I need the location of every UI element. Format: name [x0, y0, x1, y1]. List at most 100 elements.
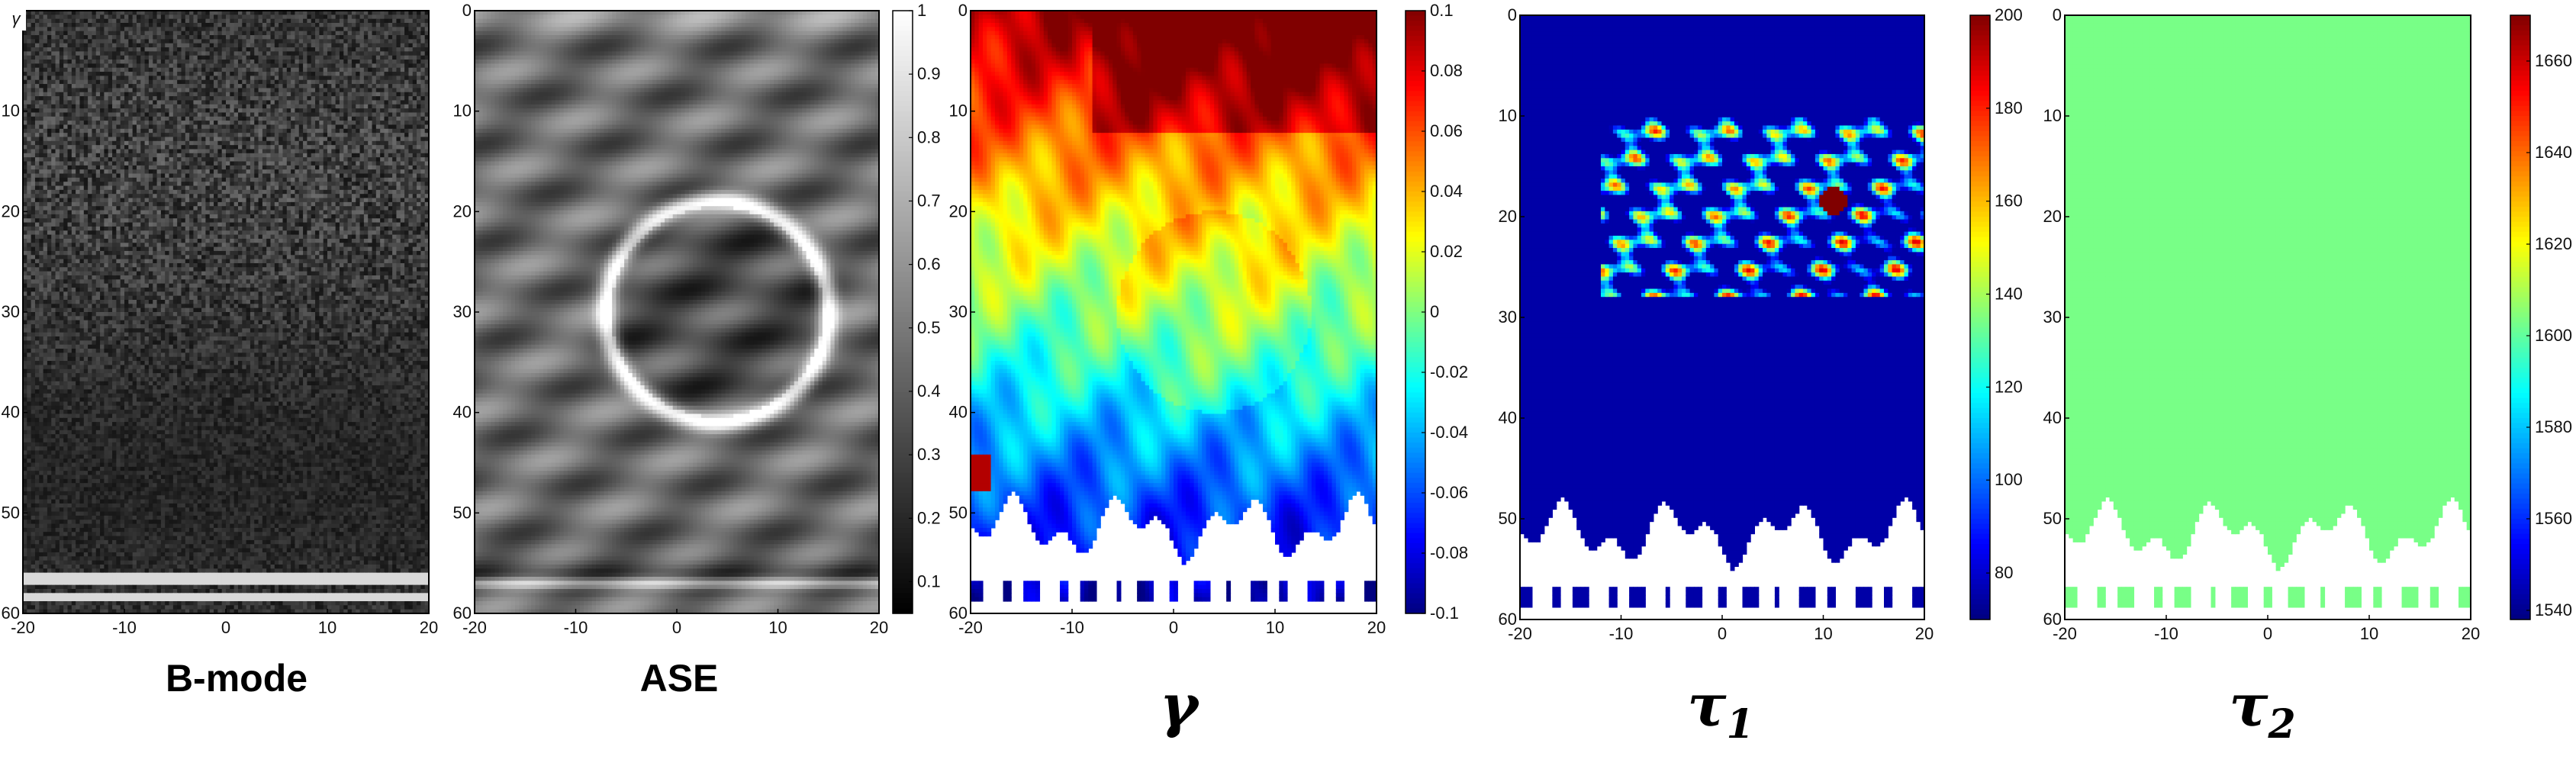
colorbar-tick-label: 0.5 — [917, 318, 941, 337]
y-tick-label: 40 — [1499, 408, 1517, 427]
y-tick-label: 10 — [1499, 106, 1517, 125]
title-tau2-subscript: 2 — [2268, 701, 2295, 748]
colorbar-tick-label: 0.8 — [917, 127, 941, 146]
y-tick-label: 60 — [453, 603, 472, 623]
y-tick-label: 20 — [2, 201, 20, 220]
heatmap-cells — [475, 11, 880, 614]
x-tick-label: 20 — [420, 618, 438, 637]
colorbar-tick-label: 1540 — [2535, 600, 2572, 619]
title-tau2-symbol: τ — [2229, 671, 2268, 739]
x-tick-label: 10 — [1814, 624, 1832, 643]
colorbar-tick-label: 0.9 — [917, 64, 941, 83]
colorbar: 0.1 0.2 0.3 0.4 0.5 0.6 0.7 0.8 0.9 1 — [893, 1, 941, 614]
title-ase: ASE — [488, 656, 870, 700]
y-tick-label: 10 — [2043, 106, 2062, 125]
title-tau1-subscript: 1 — [1726, 701, 1753, 748]
colorbar-tick-label: 0.08 — [1430, 61, 1463, 80]
colorbar-tick-label: 200 — [1995, 5, 2023, 24]
heatmap-cells — [2065, 15, 2471, 608]
y-tick-label: 20 — [949, 201, 968, 220]
y-tick-label: 0 — [1508, 5, 1517, 24]
x-tick-label: -10 — [1060, 618, 1084, 637]
y-tick-label: 10 — [949, 101, 968, 121]
y-tick-label: 0 — [958, 1, 968, 20]
y-tick-label: 0 — [462, 1, 472, 20]
y-tick-label: 10 — [453, 101, 472, 121]
colorbar-tick-label: -0.08 — [1430, 543, 1468, 562]
x-tick-label: -10 — [1609, 624, 1634, 643]
y-tick-label: 0 — [2053, 5, 2062, 24]
colorbar-tick-label: -0.06 — [1430, 483, 1468, 502]
title-gamma: γ — [977, 671, 1381, 739]
colorbar-tick-label: -0.04 — [1430, 423, 1468, 442]
colorbar-tick-label: 1580 — [2535, 417, 2572, 436]
y-tick-label: 20 — [2043, 207, 2062, 226]
title-tau1-symbol: τ — [1687, 671, 1726, 739]
colorbar-tick-label: 160 — [1995, 191, 2023, 211]
x-tick-label: 10 — [1266, 618, 1284, 637]
title-tau2: τ2 — [2060, 671, 2465, 748]
x-tick-label: 0 — [221, 618, 230, 637]
x-tick-label: 20 — [1367, 618, 1386, 637]
y-tick-label: 30 — [453, 302, 472, 321]
y-tick-label: 40 — [453, 403, 472, 422]
y-tick-label: 30 — [2, 302, 20, 321]
y-tick-label: 10 — [2, 101, 20, 121]
heatmap-cells — [971, 11, 1377, 602]
x-tick-label: 20 — [2462, 624, 2480, 643]
colorbar-tick-label: 0.2 — [917, 508, 941, 527]
y-tick-label: 50 — [2, 503, 20, 522]
colorbar-tick-label: 0.7 — [917, 191, 941, 210]
y-tick-label: 30 — [949, 302, 968, 321]
colorbar-tick-label: 0.6 — [917, 255, 941, 274]
colorbar-tick-label: 0.1 — [1430, 1, 1454, 20]
heatmap-cells — [1520, 15, 1925, 608]
x-tick-label: 0 — [1169, 618, 1178, 637]
colorbar-tick-label: -0.02 — [1430, 362, 1468, 381]
y-tick-label: 50 — [2043, 509, 2062, 528]
colorbar-tick-label: 1560 — [2535, 509, 2572, 528]
colorbar-tick-label: 180 — [1995, 98, 2023, 117]
colorbar-tick-label: 100 — [1995, 470, 2023, 489]
title-bmode: B-mode — [46, 656, 427, 700]
colorbar-tick-label: -0.1 — [1430, 603, 1459, 623]
colorbar-tick-label: 0.04 — [1430, 182, 1463, 201]
x-tick-label: 20 — [870, 618, 888, 637]
colorbar-tick-label: 1660 — [2535, 51, 2572, 70]
colorbar-tick-label: 80 — [1995, 563, 2013, 582]
y-tick-label: 30 — [2043, 307, 2062, 327]
x-tick-label: 20 — [1915, 624, 1934, 643]
y-tick-label: 50 — [1499, 509, 1517, 528]
y-tick-label: 60 — [1499, 610, 1517, 629]
colorbar-tick-label: 0.3 — [917, 445, 941, 464]
colorbar-tick-label: 0 — [1430, 302, 1439, 321]
colorbar-tick-label: 0.06 — [1430, 121, 1463, 140]
colorbar: -0.1-0.08-0.06-0.04-0.0200.020.040.060.0… — [1406, 1, 1468, 623]
heatmap-cells — [23, 11, 430, 614]
x-tick-label: 10 — [2360, 624, 2378, 643]
colorbar-tick-label: 1620 — [2535, 234, 2572, 253]
x-tick-label: -10 — [2154, 624, 2178, 643]
y-tick-label: 50 — [949, 503, 968, 522]
x-tick-label: 0 — [2263, 624, 2272, 643]
y-tick-label: 20 — [1499, 207, 1517, 226]
colorbar-tick-label: 140 — [1995, 285, 2023, 304]
x-tick-label: 10 — [768, 618, 787, 637]
colorbar-tick-label: 1600 — [2535, 326, 2572, 345]
title-tau1: τ1 — [1518, 671, 1923, 748]
colorbar-tick-label: 0.4 — [917, 381, 941, 401]
y-tick-label: 40 — [2043, 408, 2062, 427]
colorbar-tick-label: 1 — [917, 1, 926, 20]
y-tick-label: 60 — [2043, 610, 2062, 629]
colorbar-tick-label: 0.1 — [917, 571, 941, 591]
x-tick-label: 0 — [672, 618, 681, 637]
x-tick-label: -10 — [112, 618, 137, 637]
